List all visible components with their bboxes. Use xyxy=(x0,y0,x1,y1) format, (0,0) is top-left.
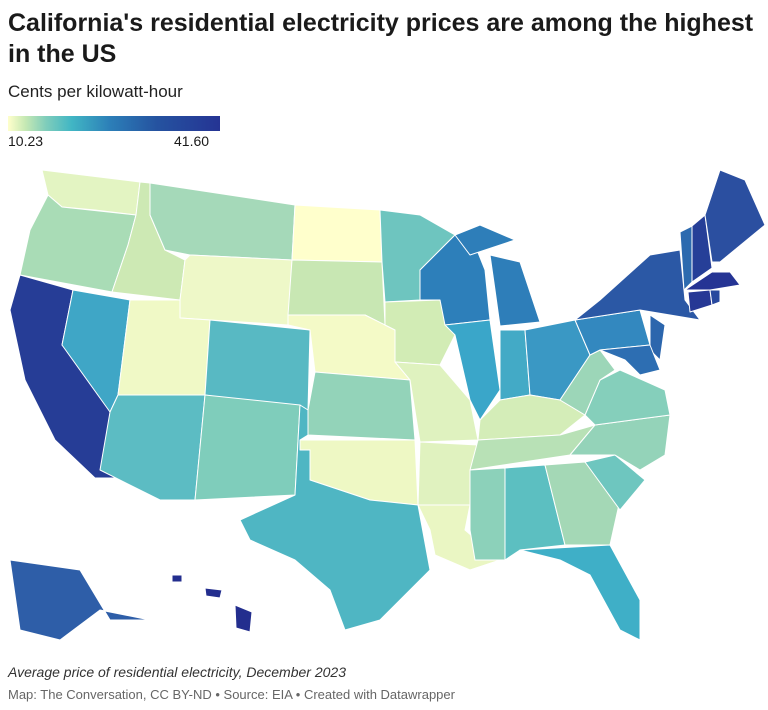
state-ks[interactable] xyxy=(307,371,416,441)
state-ms[interactable] xyxy=(469,467,506,561)
state-nj[interactable] xyxy=(649,314,666,361)
legend-max-label: 41.60 xyxy=(174,133,210,149)
state-ny[interactable] xyxy=(574,249,701,321)
state-me[interactable] xyxy=(704,169,766,263)
state-hi[interactable] xyxy=(204,587,223,599)
state-az[interactable] xyxy=(99,394,206,501)
state-ar[interactable] xyxy=(417,441,479,506)
legend-title: Cents per kilowatt-hour xyxy=(8,82,183,101)
chart-byline: Map: The Conversation, CC BY-ND • Source… xyxy=(8,687,455,702)
state-mt[interactable] xyxy=(149,182,296,261)
chart-notes: Average price of residential electricity… xyxy=(8,664,346,680)
state-al[interactable] xyxy=(504,464,566,561)
state-nd[interactable] xyxy=(291,204,383,263)
state-sc[interactable] xyxy=(584,454,646,511)
state-nm[interactable] xyxy=(194,394,301,501)
state-mi[interactable] xyxy=(489,254,541,327)
state-ak[interactable] xyxy=(9,559,151,641)
color-scale-legend xyxy=(8,116,220,131)
state-fl[interactable] xyxy=(519,544,641,641)
us-choropleth-map xyxy=(9,169,766,641)
state-ri[interactable] xyxy=(709,289,721,306)
state-hi[interactable] xyxy=(171,574,183,583)
legend-min-label: 10.23 xyxy=(8,133,44,149)
state-ct[interactable] xyxy=(687,289,713,313)
state-wy[interactable] xyxy=(179,254,293,326)
state-md[interactable] xyxy=(599,344,661,376)
chart-title: California's residential electricity pri… xyxy=(8,9,754,68)
state-mi[interactable] xyxy=(454,224,516,256)
state-tx[interactable] xyxy=(239,404,431,631)
state-hi[interactable] xyxy=(234,604,253,633)
